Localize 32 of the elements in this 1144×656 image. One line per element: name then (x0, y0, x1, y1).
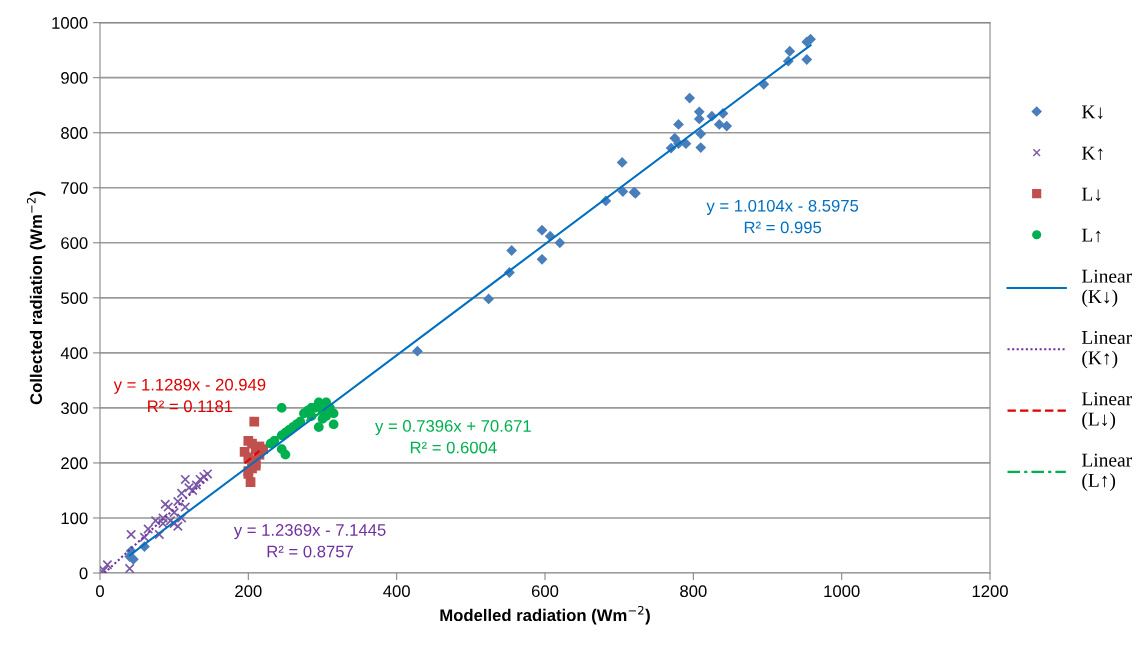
x-tick-label: 0 (96, 585, 104, 598)
y-tick-label: 700 (61, 182, 88, 194)
y-tick-label: 500 (61, 292, 88, 305)
legend-label: L↑ (1081, 228, 1101, 243)
x-tick-label: 600 (531, 585, 559, 598)
y-tick-label: 100 (61, 512, 88, 525)
legend-label: L↓ (1081, 187, 1101, 202)
annotation: y = 0.7396x + 70.671 R² = 0.6004 (375, 420, 531, 454)
y-tick-label: 200 (61, 457, 88, 470)
y-tick-label: 900 (61, 72, 88, 84)
annotation: y = 1.2369x - 7.1445 R² = 0.8757 (233, 524, 386, 558)
legend-label: K↑ (1081, 146, 1103, 160)
legend-label: Linear (K↓) (1081, 269, 1132, 308)
y-tick-label: 800 (61, 127, 88, 139)
annotation: y = 1.1289x - 20.949 R² = 0.1181 (113, 378, 266, 413)
x-tick-label: 200 (235, 585, 262, 598)
y-axis-title: Collected radiation (Wm$^{−2}$) (26, 191, 46, 405)
y-tick-label: 300 (61, 402, 88, 415)
y-tick-label: 400 (60, 347, 88, 360)
y-tick-label: 0 (79, 567, 88, 580)
x-tick-label: 1000 (824, 585, 860, 598)
x-axis-title: Modelled radiation (Wm$^{−2}$) (440, 605, 650, 625)
legend-label: Linear (K↑) (1081, 330, 1132, 369)
x-tick-label: 1200 (972, 585, 1008, 598)
annotation: y = 1.0104x - 8.5975 R² = 0.995 (706, 199, 859, 234)
x-tick-label: 400 (383, 585, 410, 598)
legend-label: K↓ (1081, 105, 1103, 119)
x-tick-label: 800 (680, 585, 707, 598)
legend-label: Linear (L↑) (1081, 453, 1132, 491)
legend-label: Linear (L↓) (1081, 392, 1132, 430)
y-tick-label: 600 (61, 237, 88, 249)
y-tick-label: 1000 (52, 17, 88, 29)
